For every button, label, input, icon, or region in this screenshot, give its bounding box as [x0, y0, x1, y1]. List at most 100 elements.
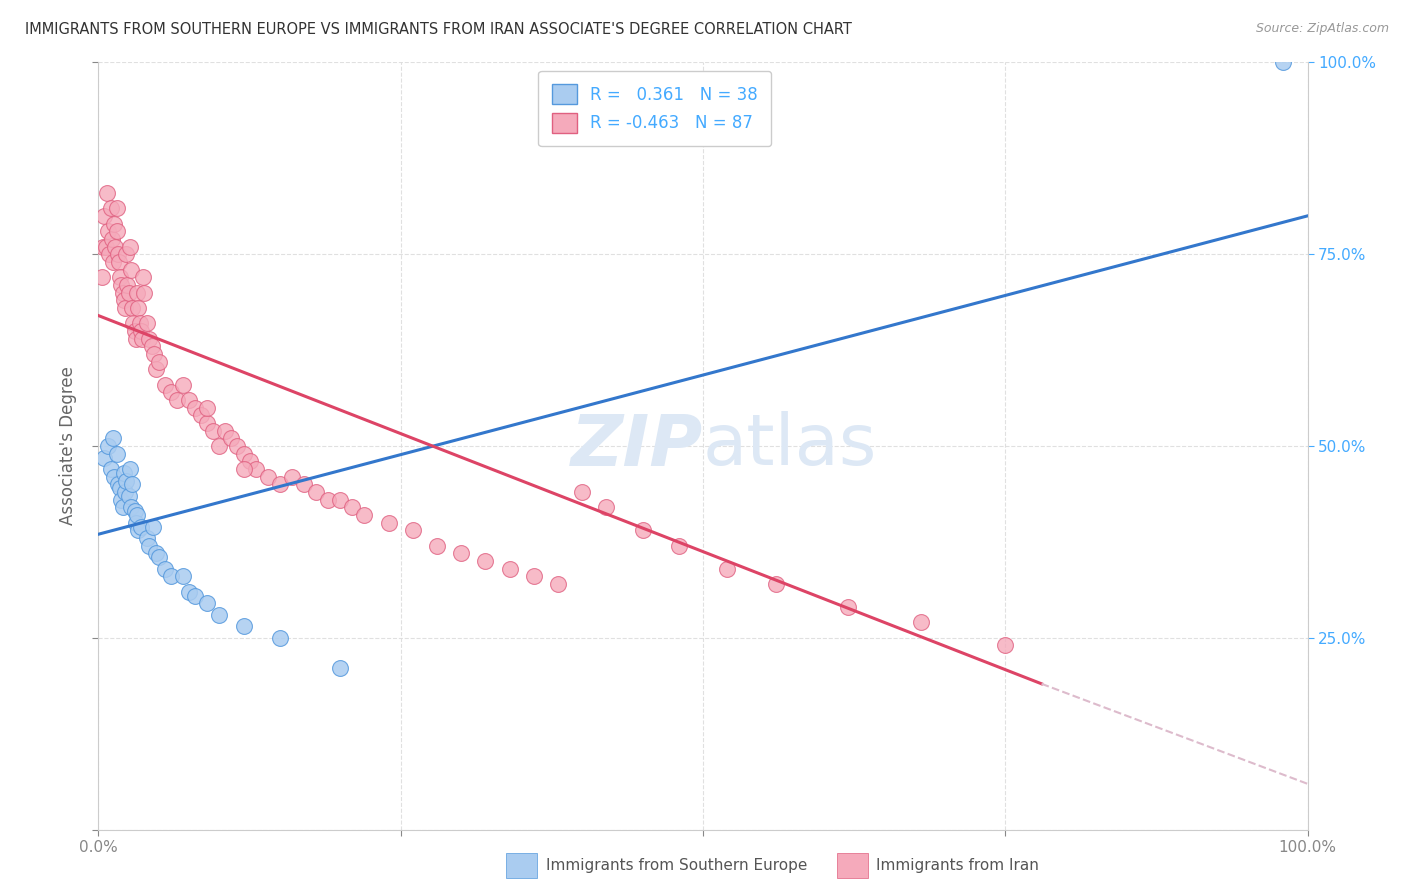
Point — [994, 639, 1017, 653]
Point — [129, 324, 152, 338]
Point — [103, 469, 125, 483]
Point — [121, 301, 143, 315]
Point — [112, 293, 135, 308]
Point — [100, 232, 122, 246]
Point — [112, 466, 135, 480]
Point — [97, 224, 120, 238]
Point — [110, 492, 132, 507]
Point — [221, 431, 243, 445]
Point — [127, 524, 149, 538]
Point — [108, 255, 131, 269]
Point — [232, 462, 254, 476]
Point — [114, 301, 136, 315]
Point — [269, 477, 291, 491]
Point — [125, 516, 148, 530]
Point — [232, 619, 254, 633]
Point — [97, 439, 120, 453]
Legend: R =   0.361   N = 38, R = -0.463   N = 87: R = 0.361 N = 38, R = -0.463 N = 87 — [538, 70, 770, 146]
Point — [474, 554, 496, 568]
Point — [377, 516, 399, 530]
Point — [195, 596, 218, 610]
Text: IMMIGRANTS FROM SOUTHERN EUROPE VS IMMIGRANTS FROM IRAN ASSOCIATE'S DEGREE CORRE: IMMIGRANTS FROM SOUTHERN EUROPE VS IMMIG… — [25, 22, 852, 37]
Point — [94, 239, 117, 253]
Point — [118, 489, 141, 503]
Point — [631, 524, 654, 538]
Point — [132, 270, 155, 285]
Point — [226, 439, 249, 453]
Point — [523, 569, 546, 583]
Point — [96, 186, 118, 200]
Point — [353, 508, 375, 522]
Point — [108, 481, 131, 495]
Point — [122, 316, 145, 330]
Point — [101, 431, 124, 445]
Point — [166, 392, 188, 407]
Point — [145, 362, 167, 376]
Point — [426, 539, 449, 553]
Point — [118, 239, 141, 253]
Point — [115, 247, 138, 261]
Point — [668, 539, 690, 553]
Point — [129, 519, 152, 533]
Point — [120, 500, 142, 515]
Text: ZIP: ZIP — [571, 411, 703, 481]
Point — [111, 500, 134, 515]
Point — [342, 500, 364, 515]
Text: Immigrants from Southern Europe: Immigrants from Southern Europe — [546, 858, 807, 872]
Point — [110, 277, 132, 292]
Point — [127, 508, 149, 522]
Point — [141, 339, 163, 353]
Point — [329, 661, 352, 675]
Point — [716, 562, 738, 576]
Point — [148, 550, 170, 565]
Point — [104, 239, 127, 253]
Point — [118, 462, 141, 476]
Point — [208, 607, 231, 622]
Point — [135, 531, 157, 545]
Point — [127, 285, 149, 300]
Point — [160, 569, 183, 583]
Point — [138, 332, 160, 346]
Point — [105, 201, 128, 215]
Point — [118, 285, 141, 300]
Point — [214, 424, 236, 438]
Point — [172, 377, 194, 392]
Point — [124, 324, 146, 338]
Point — [93, 209, 115, 223]
Point — [91, 270, 114, 285]
Point — [547, 577, 569, 591]
Point — [125, 332, 148, 346]
Point — [202, 424, 225, 438]
Point — [190, 409, 212, 423]
Point — [108, 270, 131, 285]
Point — [910, 615, 932, 630]
Point — [195, 401, 218, 415]
Point — [127, 301, 149, 315]
Point — [402, 524, 425, 538]
Point — [239, 454, 262, 468]
Point — [114, 485, 136, 500]
Point — [208, 439, 231, 453]
Point — [124, 504, 146, 518]
Point — [184, 589, 207, 603]
Point — [292, 477, 315, 491]
Point — [134, 285, 156, 300]
Point — [131, 332, 153, 346]
Point — [160, 385, 183, 400]
Point — [128, 316, 150, 330]
Point — [179, 392, 201, 407]
Text: Immigrants from Iran: Immigrants from Iran — [876, 858, 1039, 872]
Point — [148, 354, 170, 368]
Point — [153, 377, 176, 392]
Point — [498, 562, 520, 576]
Point — [100, 462, 122, 476]
Point — [98, 247, 121, 261]
Point — [232, 447, 254, 461]
Point — [145, 546, 167, 560]
Point — [111, 285, 134, 300]
Text: Source: ZipAtlas.com: Source: ZipAtlas.com — [1256, 22, 1389, 36]
Point — [305, 485, 328, 500]
Point — [184, 401, 207, 415]
Point — [329, 492, 352, 507]
Point — [245, 462, 267, 476]
